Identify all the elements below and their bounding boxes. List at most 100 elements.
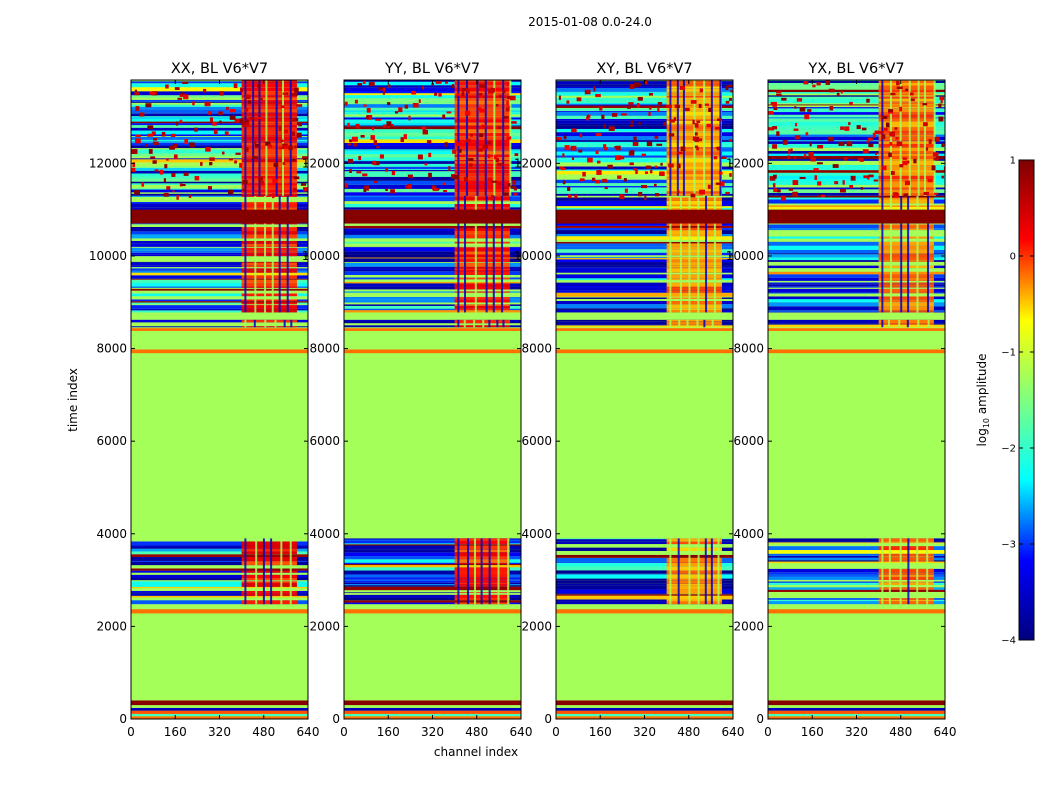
heatmap-stripe bbox=[131, 322, 308, 327]
heatmap-stripe bbox=[556, 544, 733, 548]
heatmap-band-cell bbox=[878, 172, 934, 176]
heatmap-speckle bbox=[418, 99, 421, 103]
heatmap-band bbox=[344, 700, 521, 706]
heatmap-speckle bbox=[207, 186, 212, 190]
heatmap-stripe bbox=[768, 268, 945, 272]
heatmap-band-cell bbox=[878, 277, 934, 281]
heatmap-stripe bbox=[344, 266, 521, 269]
heatmap-stripe bbox=[556, 252, 733, 256]
heatmap-band-cell bbox=[878, 587, 934, 590]
heatmap-speckle bbox=[507, 105, 510, 111]
heatmap-stripe bbox=[768, 238, 945, 242]
heatmap-speckle bbox=[808, 152, 814, 157]
heatmap-speckle bbox=[382, 90, 386, 95]
heatmap-speckle bbox=[406, 183, 412, 189]
heatmap-speckle bbox=[487, 88, 494, 94]
heatmap-stripe bbox=[344, 567, 521, 571]
heatmap-speckle bbox=[448, 166, 451, 171]
heatmap-channel-line bbox=[270, 538, 273, 605]
heatmap-stripe bbox=[556, 241, 733, 244]
heatmap-band-cell bbox=[241, 545, 297, 549]
heatmap-speckle bbox=[494, 154, 498, 160]
heatmap-stripe bbox=[131, 299, 308, 302]
heatmap-stripe bbox=[344, 597, 521, 601]
y-axis-label: time index bbox=[66, 368, 80, 432]
heatmap-band-cell bbox=[241, 153, 297, 155]
heatmap-channel-line bbox=[717, 538, 720, 605]
heatmap-stripe bbox=[768, 121, 945, 126]
heatmap-stripe bbox=[768, 232, 945, 237]
heatmap-band-cell bbox=[454, 157, 510, 160]
heatmap-speckle bbox=[507, 182, 511, 187]
heatmap-speckle bbox=[633, 136, 637, 141]
heatmap-stripe bbox=[768, 594, 945, 599]
heatmap-stripe bbox=[556, 170, 733, 175]
heatmap-speckle bbox=[504, 186, 508, 189]
heatmap-speckle bbox=[466, 89, 470, 94]
heatmap-speckle bbox=[932, 152, 939, 157]
heatmap-speckle bbox=[479, 108, 485, 113]
heatmap-stripe bbox=[768, 170, 945, 173]
heatmap-stripe bbox=[768, 277, 945, 281]
heatmap-stripe bbox=[556, 309, 733, 313]
heatmap-stripe bbox=[768, 101, 945, 103]
heatmap-speckle bbox=[358, 155, 362, 161]
heatmap-band-cell bbox=[241, 583, 297, 587]
heatmap-speckle bbox=[506, 82, 509, 86]
heatmap-band bbox=[768, 710, 945, 714]
heatmap-band-cell bbox=[454, 136, 510, 140]
heatmap-band-cell bbox=[454, 247, 510, 252]
heatmap-band-cell bbox=[454, 171, 510, 174]
heatmap-speckle bbox=[452, 149, 457, 154]
heatmap-stripe bbox=[344, 228, 521, 232]
heatmap-speckle bbox=[809, 142, 812, 147]
heatmap-speckle bbox=[794, 106, 797, 109]
heatmap-channel-line bbox=[244, 538, 247, 605]
heatmap-channel-line bbox=[669, 319, 672, 328]
heatmap-channel-line bbox=[465, 80, 468, 196]
figure-suptitle: 2015-01-08 0.0-24.0 bbox=[528, 15, 652, 29]
heatmap-speckle bbox=[601, 114, 605, 119]
heatmap-speckle bbox=[394, 111, 398, 114]
heatmap-speckle bbox=[566, 100, 570, 104]
heatmap-stripe bbox=[768, 598, 945, 600]
heatmap-band-cell bbox=[454, 199, 510, 202]
heatmap-speckle bbox=[899, 106, 903, 112]
heatmap-speckle bbox=[373, 140, 378, 145]
heatmap-band-cell bbox=[454, 207, 510, 210]
heatmap-speckle bbox=[595, 93, 601, 98]
heatmap-speckle bbox=[173, 154, 178, 159]
heatmap-band-cell bbox=[666, 557, 722, 562]
heatmap-stripe bbox=[344, 305, 521, 309]
heatmap-band-cell bbox=[666, 570, 722, 574]
heatmap-channel-line bbox=[899, 80, 902, 196]
heatmap-stripe bbox=[344, 579, 521, 581]
heatmap-stripe bbox=[344, 538, 521, 540]
heatmap-channel-line bbox=[704, 538, 707, 605]
heatmap-band-cell bbox=[241, 226, 297, 229]
heatmap-speckle bbox=[679, 85, 686, 90]
heatmap-band-cell bbox=[241, 252, 297, 255]
heatmap-stripe bbox=[131, 268, 308, 271]
heatmap-speckle bbox=[244, 108, 249, 112]
heatmap-speckle bbox=[487, 177, 493, 182]
heatmap-stripe bbox=[131, 246, 308, 248]
heatmap-speckle bbox=[141, 182, 145, 187]
heatmap-speckle bbox=[273, 179, 278, 184]
heatmap-stripe bbox=[131, 201, 308, 204]
heatmap-stripe bbox=[344, 159, 521, 162]
heatmap-band bbox=[344, 710, 521, 714]
heatmap-band-cell bbox=[666, 234, 722, 237]
heatmap-band-cell bbox=[454, 271, 510, 275]
heatmap-speckle bbox=[291, 93, 298, 96]
heatmap-stripe bbox=[768, 581, 945, 583]
heatmap-stripe bbox=[556, 249, 733, 253]
heatmap-channel-line bbox=[703, 319, 706, 328]
y-tick-label: 2000 bbox=[521, 619, 552, 633]
heatmap-speckle bbox=[641, 184, 647, 189]
heatmap-speckle bbox=[252, 156, 258, 160]
heatmap-band-cell bbox=[666, 290, 722, 293]
heatmap-speckle bbox=[571, 128, 577, 133]
heatmap-stripe bbox=[344, 580, 521, 583]
heatmap-speckle bbox=[694, 136, 700, 142]
